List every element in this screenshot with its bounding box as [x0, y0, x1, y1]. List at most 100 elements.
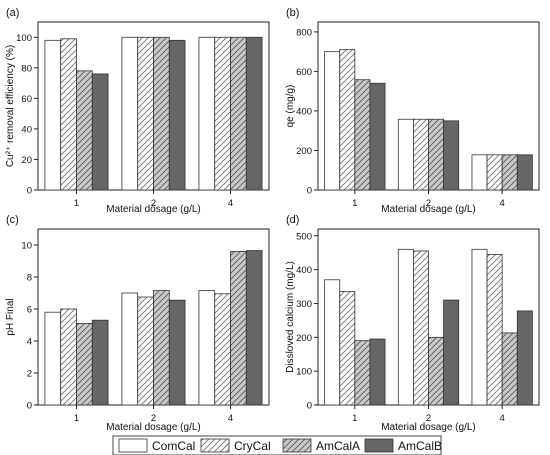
x-tick-label: 1 — [352, 198, 357, 209]
y-tick-label: 100 — [16, 33, 32, 44]
y-tick-label: 4 — [27, 337, 32, 348]
bar-comcal-4 — [471, 248, 488, 406]
x-tick-label: 2 — [426, 198, 431, 209]
x-tick-label: 1 — [352, 413, 357, 424]
x-axis-title: Material dosage (g/L) — [106, 204, 201, 215]
legend-swatch-crycal — [200, 438, 230, 453]
x-tick-label: 2 — [151, 198, 156, 209]
y-tick-label: 6 — [27, 305, 32, 316]
bar-comcal-4 — [471, 154, 488, 191]
bar-crycal-1 — [339, 49, 356, 191]
bar-crycal-2 — [412, 250, 429, 406]
legend-swatch-amcala — [282, 438, 312, 453]
bar-comcal-1 — [44, 311, 62, 406]
x-tick-label: 2 — [151, 413, 156, 424]
bar-crycal-2 — [137, 296, 154, 406]
x-tick-label: 4 — [500, 413, 505, 424]
y-tick-label: 2 — [27, 369, 32, 380]
legend-label-amcalb: AmCalB — [398, 439, 442, 453]
x-axis-title: Material dosage (g/L) — [381, 204, 476, 215]
y-tick-label: 10 — [21, 241, 32, 252]
y-tick-label: 0 — [27, 401, 32, 412]
panel-b: (b) 0 200 400 600 800 1 2 4 Material dosage (g/L)… — [285, 7, 540, 215]
y-tick-label: 500 — [296, 231, 312, 242]
bar-amcala-2 — [153, 290, 170, 406]
legend-label-amcala: AmCalA — [316, 439, 360, 453]
y-tick-label: 8 — [27, 273, 32, 284]
bar-amcala-1 — [76, 70, 93, 191]
y-tick-label: 200 — [296, 146, 312, 157]
bar-amcalb-4 — [516, 154, 533, 191]
x-axis-title: Material dosage (g/L) — [381, 422, 476, 433]
legend-swatch-amcalb — [364, 438, 394, 453]
panel-label: (c) — [6, 214, 19, 226]
y-tick-label: 40 — [21, 124, 32, 135]
bar-amcalb-1 — [91, 73, 109, 191]
y-tick-label: 400 — [296, 265, 312, 276]
y-axis-title: pH Final — [5, 298, 16, 335]
bar-crycal-2 — [137, 36, 154, 191]
panel-label: (d) — [286, 214, 299, 226]
bar-amcalb-1 — [369, 338, 386, 406]
bar-amcala-4 — [501, 332, 518, 406]
y-tick-label: 0 — [307, 186, 312, 197]
x-tick-label: 1 — [74, 413, 79, 424]
bar-crycal-4 — [486, 253, 503, 406]
legend: ComCal CryCal AmCalA AmCalB — [112, 435, 442, 455]
x-tick-label: 4 — [228, 413, 233, 424]
bar-crycal-2 — [412, 118, 429, 191]
bar-amcalb-2 — [168, 39, 186, 191]
y-tick-label: 0 — [307, 401, 312, 412]
legend-swatch-comcal — [118, 438, 148, 453]
bar-amcalb-1 — [91, 319, 109, 406]
bar-crycal-4 — [214, 36, 231, 191]
bar-amcalb-4 — [245, 36, 263, 191]
legend-box — [112, 435, 442, 455]
bar-amcalb-2 — [443, 120, 460, 191]
y-tick-label: 600 — [296, 67, 312, 78]
panel-d: (d) 0 100 200 300 400 500 1 2 4 Material dosage (g… — [285, 214, 540, 433]
x-tick-label: 1 — [74, 198, 79, 209]
panel-label: (b) — [286, 7, 299, 19]
bar-amcala-4 — [230, 250, 247, 406]
y-tick-label: 400 — [296, 106, 312, 117]
legend-label-comcal: ComCal — [152, 439, 195, 453]
y-tick-label: 300 — [296, 299, 312, 310]
bar-comcal-2 — [121, 292, 139, 406]
bar-amcala-1 — [76, 322, 93, 406]
bar-amcala-4 — [501, 154, 518, 191]
x-tick-label: 2 — [426, 413, 431, 424]
bar-comcal-1 — [324, 279, 341, 406]
y-axis-title: qe (mg/g) — [285, 85, 296, 128]
x-tick-label: 4 — [228, 198, 233, 209]
bar-crycal-1 — [60, 308, 77, 406]
x-axis-title: Material dosage (g/L) — [106, 422, 201, 433]
bar-amcalb-1 — [369, 82, 386, 191]
y-tick-label: 60 — [21, 94, 32, 105]
y-tick-label: 20 — [21, 155, 32, 166]
bar-amcala-2 — [153, 36, 170, 191]
y-tick-label: 800 — [296, 27, 312, 38]
bar-amcala-2 — [428, 118, 445, 191]
bar-comcal-4 — [198, 36, 216, 191]
y-tick-label: 80 — [21, 63, 32, 74]
panel-a: (a) 0 20 40 60 80 100 1 2 4 Material dosage (g/L) C… — [5, 7, 270, 215]
bar-amcala-1 — [354, 340, 371, 406]
bar-comcal-1 — [324, 51, 341, 191]
bar-amcala-1 — [354, 79, 371, 191]
y-tick-label: 100 — [296, 367, 312, 378]
y-axis-title: Cu²⁺ removal efficiency (%) — [5, 45, 16, 167]
bar-comcal-2 — [397, 248, 414, 406]
legend-label-crycal: CryCal — [234, 439, 271, 453]
bar-amcalb-2 — [443, 299, 460, 406]
bar-comcal-2 — [121, 36, 139, 191]
bar-crycal-1 — [60, 38, 77, 191]
panel-label: (a) — [6, 7, 19, 19]
y-tick-label: 200 — [296, 333, 312, 344]
bar-crycal-1 — [339, 291, 356, 406]
bar-comcal-1 — [44, 39, 62, 191]
bar-comcal-2 — [397, 118, 414, 191]
